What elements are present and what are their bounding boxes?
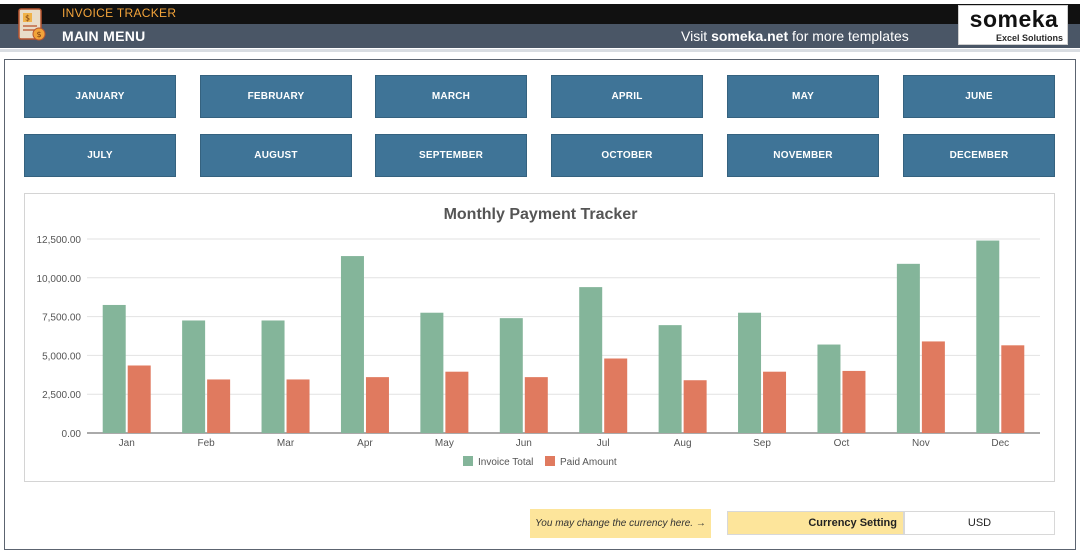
- x-tick-label: May: [435, 438, 454, 449]
- paid-amount-bar: [445, 371, 469, 433]
- legend-label-invoice-total: Invoice Total: [478, 457, 533, 468]
- app-header: $ $ INVOICE TRACKER MAIN MENU Visit some…: [0, 0, 1080, 52]
- app-title: INVOICE TRACKER: [62, 6, 177, 20]
- brand-name: someka: [969, 6, 1059, 32]
- invoice-total-bar: [817, 344, 841, 433]
- month-button-december[interactable]: DECEMBER: [903, 134, 1055, 177]
- visit-suffix: for more templates: [788, 28, 909, 44]
- x-tick-label: Aug: [674, 438, 692, 449]
- y-tick-label: 7,500.00: [42, 313, 81, 324]
- x-tick-label: Sep: [753, 438, 771, 449]
- invoice-icon: $ $: [18, 8, 46, 41]
- paid-amount-bar: [604, 358, 628, 433]
- y-tick-label: 10,000.00: [37, 274, 82, 285]
- chart-title: Monthly Payment Tracker: [443, 206, 638, 223]
- paid-amount-bar: [683, 380, 707, 433]
- month-button-august[interactable]: AUGUST: [200, 134, 352, 177]
- legend-swatch-paid-amount: [545, 456, 555, 466]
- paid-amount-bar: [921, 341, 945, 433]
- invoice-total-bar: [420, 312, 444, 433]
- month-button-july[interactable]: JULY: [24, 134, 176, 177]
- visit-prefix: Visit: [681, 28, 712, 44]
- x-tick-label: Dec: [991, 438, 1009, 449]
- paid-amount-bar: [524, 377, 548, 433]
- x-tick-label: Jun: [516, 438, 532, 449]
- currency-note: You may change the currency here. →: [530, 509, 711, 538]
- paid-amount-bar: [842, 370, 866, 433]
- invoice-total-bar: [182, 320, 206, 433]
- x-tick-label: Jul: [597, 438, 610, 449]
- month-button-january[interactable]: JANUARY: [24, 75, 176, 118]
- paid-amount-bar: [1001, 345, 1025, 433]
- invoice-total-bar: [658, 325, 682, 433]
- invoice-total-bar: [579, 287, 603, 433]
- paid-amount-bar: [207, 379, 231, 433]
- header-divider: [0, 49, 1080, 52]
- header-bottom-bar: [0, 24, 1080, 48]
- invoice-total-bar: [976, 240, 1000, 433]
- legend-label-paid-amount: Paid Amount: [560, 457, 617, 468]
- month-button-april[interactable]: APRIL: [551, 75, 703, 118]
- paid-amount-bar: [365, 377, 389, 433]
- page-title: MAIN MENU: [62, 28, 146, 44]
- month-button-february[interactable]: FEBRUARY: [200, 75, 352, 118]
- x-tick-label: Feb: [198, 438, 216, 449]
- legend-swatch-invoice-total: [463, 456, 473, 466]
- month-button-october[interactable]: OCTOBER: [551, 134, 703, 177]
- month-button-may[interactable]: MAY: [727, 75, 879, 118]
- month-button-june[interactable]: JUNE: [903, 75, 1055, 118]
- svg-text:$: $: [25, 14, 30, 23]
- invoice-total-bar: [738, 312, 762, 433]
- visit-site-link[interactable]: someka.net: [711, 28, 789, 44]
- paid-amount-bar: [286, 379, 310, 433]
- paid-amount-bar: [127, 365, 151, 433]
- x-tick-label: Apr: [357, 438, 373, 449]
- svg-text:$: $: [36, 30, 41, 39]
- payment-chart: Monthly Payment Tracker 0.00 2,500.00 5,00…: [24, 193, 1055, 482]
- y-tick-label: 12,500.00: [37, 235, 82, 246]
- x-tick-label: Mar: [277, 438, 295, 449]
- x-tick-label: Jan: [119, 438, 135, 449]
- y-tick-label: 2,500.00: [42, 390, 81, 401]
- invoice-total-bar: [102, 304, 126, 433]
- month-button-september[interactable]: SEPTEMBER: [375, 134, 527, 177]
- invoice-total-bar: [499, 318, 523, 433]
- visit-text[interactable]: Visit someka.net for more templates: [681, 28, 909, 44]
- currency-setting-label: Currency Setting: [727, 511, 904, 535]
- month-button-march[interactable]: MARCH: [375, 75, 527, 118]
- x-tick-label: Nov: [912, 438, 930, 449]
- chart-canvas: 0.00 2,500.00 5,000.00 7,500.00 10,000.00 12,…: [37, 235, 1040, 468]
- brand-logo[interactable]: someka Excel Solutions: [958, 5, 1068, 45]
- currency-value-cell[interactable]: USD: [904, 511, 1055, 535]
- header-top-bar: [0, 4, 1080, 24]
- y-tick-label: 5,000.00: [42, 351, 81, 362]
- month-button-november[interactable]: NOVEMBER: [727, 134, 879, 177]
- brand-subtitle: Excel Solutions: [995, 33, 1063, 43]
- invoice-total-bar: [896, 263, 920, 433]
- y-tick-label: 0.00: [62, 429, 82, 440]
- invoice-total-bar: [340, 256, 364, 433]
- x-tick-label: Oct: [834, 438, 850, 449]
- invoice-total-bar: [261, 320, 285, 433]
- paid-amount-bar: [763, 371, 787, 433]
